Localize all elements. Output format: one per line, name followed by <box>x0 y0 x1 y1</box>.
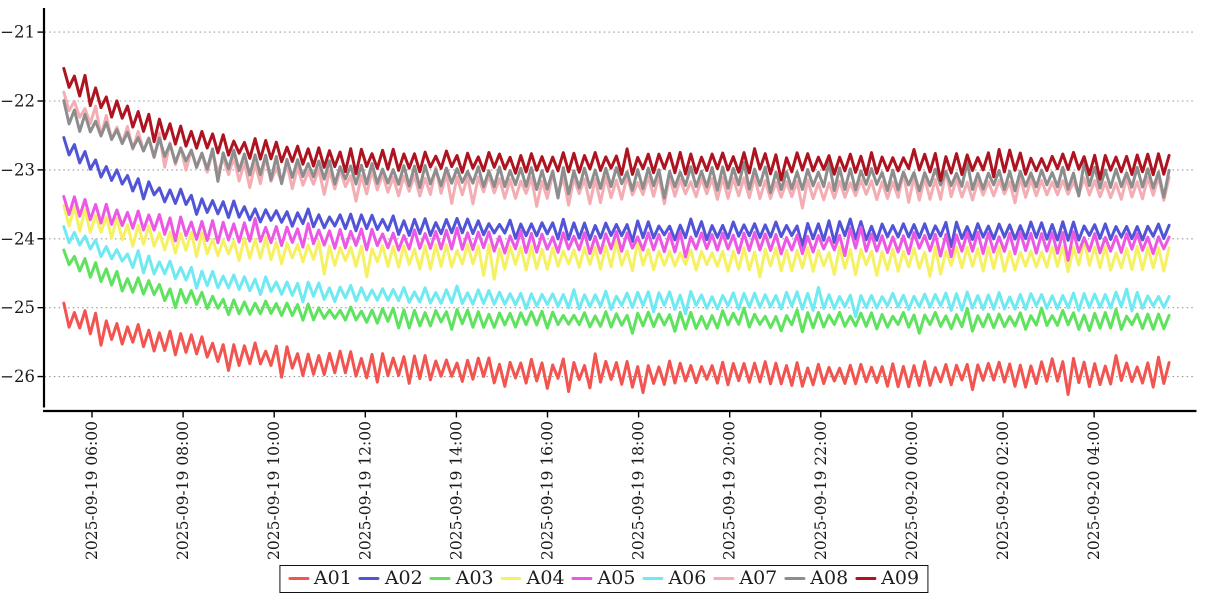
legend-label: A07 <box>739 567 778 589</box>
legend: A01 A02 A03 A04 A05 A06 A07 A08 A09 <box>278 565 929 593</box>
y-tick-label: −26 <box>0 367 35 386</box>
legend-item-a09: A09 <box>855 568 919 589</box>
x-tick-label: 2025-09-19 16:00 <box>539 421 557 560</box>
series-line-a05 <box>62 195 1171 262</box>
legend-label: A05 <box>597 567 636 589</box>
y-tick-label: −23 <box>0 160 35 179</box>
x-tick-label: 2025-09-19 08:00 <box>174 421 192 560</box>
series-line-a01 <box>62 301 1171 396</box>
series-line-a04 <box>62 203 1171 281</box>
legend-swatch-icon <box>571 576 593 581</box>
legend-swatch-icon <box>642 576 664 581</box>
legend-label: A01 <box>313 567 352 589</box>
x-tick-label: 2025-09-20 00:00 <box>903 421 921 560</box>
x-tick-label: 2025-09-20 04:00 <box>1085 421 1103 560</box>
series-line-a02 <box>62 136 1171 249</box>
legend-item-a07: A07 <box>713 568 777 589</box>
legend-label: A06 <box>668 567 707 589</box>
series-line-a03 <box>62 248 1171 335</box>
legend-swatch-icon <box>287 576 309 581</box>
legend-label: A08 <box>810 567 849 589</box>
legend-item-a01: A01 <box>287 567 352 589</box>
series-line-a08 <box>62 99 1171 200</box>
legend-item-a04: A04 <box>500 567 565 589</box>
y-tick-label: −22 <box>0 92 35 111</box>
x-tick-label: 2025-09-19 18:00 <box>630 421 648 560</box>
legend-item-a03: A03 <box>429 567 494 589</box>
x-tick-label: 2025-09-20 02:00 <box>994 421 1012 560</box>
x-tick-label: 2025-09-19 12:00 <box>356 421 374 560</box>
series-line-a09 <box>62 66 1171 182</box>
legend-label: A02 <box>384 567 423 589</box>
legend-swatch-icon <box>784 576 806 581</box>
x-tick-label: 2025-09-19 10:00 <box>265 421 283 560</box>
series-line-a06 <box>62 225 1171 319</box>
legend-swatch-icon <box>358 576 380 581</box>
x-tick-label: 2025-09-19 20:00 <box>721 421 739 560</box>
legend-item-a08: A08 <box>784 568 848 589</box>
y-tick-label: −24 <box>0 229 35 248</box>
legend-swatch-icon <box>713 576 735 581</box>
legend-swatch-icon <box>855 576 877 581</box>
series-line-a07 <box>62 90 1171 210</box>
x-tick-label: 2025-09-19 22:00 <box>812 421 830 560</box>
legend-item-a06: A06 <box>642 568 706 589</box>
legend-item-a05: A05 <box>571 567 636 589</box>
y-tick-label: −21 <box>0 23 35 42</box>
y-tick-label: −25 <box>0 298 35 317</box>
legend-swatch-icon <box>429 576 451 581</box>
legend-label: A03 <box>455 567 494 589</box>
legend-label: A09 <box>881 567 920 589</box>
x-tick-label: 2025-09-19 14:00 <box>447 421 465 560</box>
x-tick-label: 2025-09-19 06:00 <box>83 421 101 560</box>
legend-label: A04 <box>526 567 565 589</box>
legend-item-a02: A02 <box>358 567 423 589</box>
legend-swatch-icon <box>500 576 522 581</box>
